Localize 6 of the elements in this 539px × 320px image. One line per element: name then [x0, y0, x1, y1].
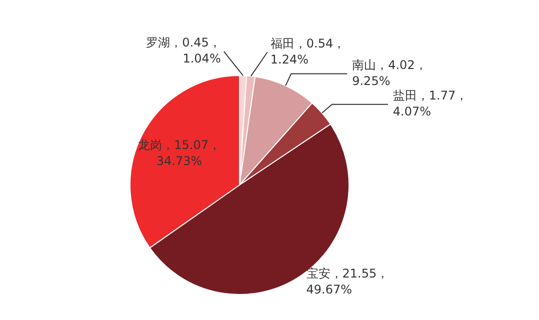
slice-label: 盐田，1.77， 4.07% [392, 88, 468, 118]
slice-label: 罗湖，0.45， 1.04% [146, 36, 221, 66]
slice-label: 福田，0.54， 1.24% [270, 36, 346, 66]
slice-label: 龙岗，15.07， 34.73% [138, 138, 220, 168]
slice-label: 南山，4.02， 9.25% [352, 58, 427, 88]
slice-label: 宝安，21.55， 49.67% [306, 266, 389, 297]
